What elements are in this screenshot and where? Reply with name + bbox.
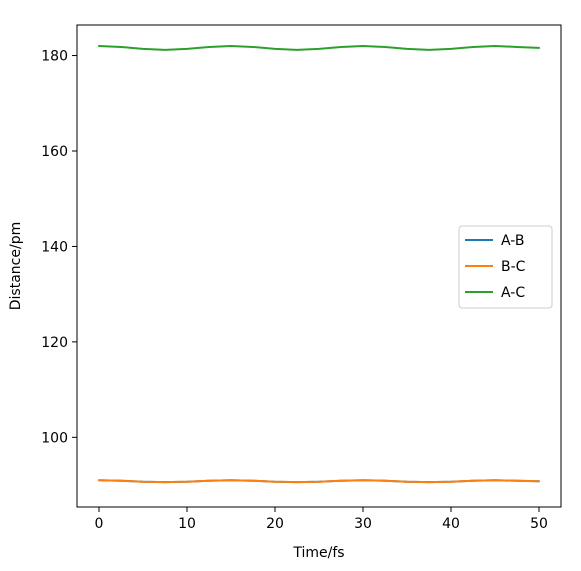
series-line-a-c (98, 45, 540, 51)
legend: A-B B-C A-C (458, 225, 553, 309)
legend-label-b-c: B-C (501, 259, 526, 275)
legend-label-a-b: A-B (501, 233, 524, 249)
legend-box (458, 225, 553, 309)
x-tick-label: 40 (442, 516, 460, 532)
legend-label-a-c: A-C (501, 285, 525, 301)
series-group (98, 45, 540, 484)
x-tick-label: 30 (354, 516, 372, 532)
y-tick-label: 120 (41, 335, 68, 351)
y-tick-label: 180 (41, 49, 68, 65)
x-tick-label: 50 (530, 516, 548, 532)
y-axis-title: Distance/pm (8, 222, 24, 310)
x-tick-label: 0 (95, 516, 104, 532)
plot-frame (76, 24, 562, 508)
x-tick-label: 10 (178, 516, 196, 532)
x-axis: 0 10 20 30 40 50 (95, 507, 548, 532)
series-line-b-c (98, 479, 540, 484)
x-axis-title: Time/fs (292, 545, 344, 561)
x-tick-label: 20 (266, 516, 284, 532)
y-axis: 100 120 140 160 180 (41, 49, 77, 446)
y-tick-label: 140 (41, 239, 68, 255)
y-tick-label: 100 (41, 430, 68, 446)
y-tick-label: 160 (41, 144, 68, 160)
